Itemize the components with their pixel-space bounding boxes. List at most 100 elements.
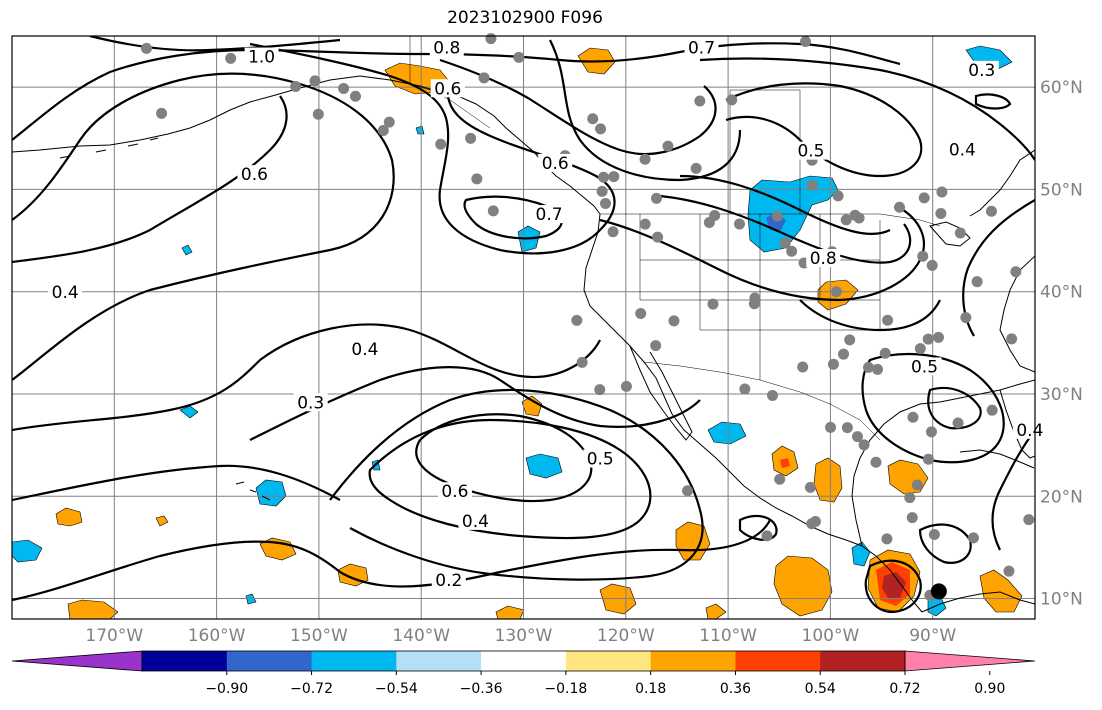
contour-label: 0.6	[542, 154, 569, 174]
station-dot	[960, 312, 972, 324]
colorbar-tick-label: 0.18	[635, 681, 666, 697]
colorbar-tick-label: −0.36	[460, 681, 503, 697]
station-dot	[932, 331, 944, 343]
contour-line	[89, 36, 341, 52]
na-west-coast	[583, 213, 923, 613]
station-dot	[639, 218, 651, 230]
station-dot	[596, 185, 608, 197]
longitude-tick-label: 100°W	[802, 626, 860, 646]
contour-label: 0.6	[241, 165, 268, 185]
contour-label-background	[684, 38, 719, 57]
contour-line	[864, 559, 922, 614]
station-dot	[849, 209, 861, 221]
contour-line	[12, 323, 601, 432]
contour-line	[725, 82, 923, 178]
colorbar-extend-high	[904, 650, 1036, 672]
contour-line	[738, 514, 778, 541]
shade-negative	[415, 125, 425, 135]
station-dot	[928, 529, 940, 541]
station-dot	[595, 123, 607, 135]
colorbar-tick-label: 0.90	[974, 681, 1005, 697]
colorbar-tick-label: −0.18	[544, 681, 587, 697]
shade-negative	[707, 421, 747, 445]
station-dot	[840, 214, 852, 226]
contour-label: 0.8	[810, 249, 837, 269]
contour-label-background	[48, 282, 83, 301]
contour-line	[927, 386, 982, 430]
contour-label-background	[431, 571, 466, 590]
longitude-tick-label: 110°W	[699, 626, 757, 646]
shade-positive	[705, 603, 727, 619]
colorbar-segment	[820, 651, 906, 671]
longitude-tick-label: 170°W	[85, 626, 143, 646]
station-dot	[766, 389, 778, 401]
station-dot	[936, 186, 948, 198]
cuba	[959, 449, 1035, 469]
station-dot	[882, 314, 894, 326]
latitude-tick-label: 30°N	[1040, 385, 1083, 405]
shade-negative	[12, 539, 43, 563]
contour-lines	[12, 36, 1035, 614]
contour-label: 0.3	[297, 393, 324, 413]
contour-label: 0.3	[968, 61, 995, 81]
shade-negative	[181, 244, 193, 256]
station-dot	[771, 210, 783, 222]
station-markers	[140, 33, 1035, 601]
station-dot	[1003, 565, 1015, 577]
contour-label-background	[583, 449, 618, 468]
station-dot	[914, 343, 926, 355]
shade-positive	[521, 395, 543, 417]
station-dot	[377, 124, 389, 136]
contour-line	[962, 199, 1035, 337]
colorbar-outline	[141, 650, 906, 672]
contour-label: 0.6	[434, 79, 461, 99]
station-dot	[726, 94, 738, 106]
station-dot	[733, 218, 745, 230]
station-dot	[739, 383, 751, 395]
station-dot	[635, 307, 647, 319]
station-dot	[652, 231, 664, 243]
latitude-tick-label: 10°N	[1040, 590, 1083, 610]
station-dot	[918, 192, 930, 204]
station-dot	[858, 439, 870, 451]
station-dot	[651, 192, 663, 204]
contour-label-background	[437, 482, 472, 501]
contour-label: 0.7	[536, 205, 563, 225]
shaded-anomaly-layer	[12, 45, 1023, 619]
station-dot	[690, 162, 702, 174]
storm-center-marker	[930, 583, 947, 600]
station-dot	[838, 348, 850, 360]
hudson-bay	[969, 149, 1035, 217]
station-dot	[881, 533, 893, 545]
station-dot	[682, 485, 694, 497]
contour-line	[368, 418, 652, 540]
contour-label: 0.8	[433, 38, 460, 58]
contour-line	[679, 174, 891, 235]
contour-label: 0.2	[435, 571, 462, 591]
contour-label: 0.5	[911, 357, 938, 377]
station-dot	[309, 75, 321, 87]
shade-positive	[773, 555, 833, 617]
station-dot	[607, 226, 619, 238]
colorbar-segment	[565, 651, 652, 671]
station-dot	[841, 422, 853, 434]
station-dot	[435, 138, 447, 150]
station-dot	[338, 82, 350, 94]
colorbar-tick-label: 0.54	[805, 681, 836, 697]
station-dot	[471, 173, 483, 185]
contour-label: 0.5	[587, 450, 614, 470]
colorbar: −0.90 −0.72 −0.54 −0.36 −0.18 0.18 0.36 0.54 0.7…	[11, 650, 1036, 697]
longitude-tick-labels: 170°W 160°W 150°W 140°W 130°W 120°W 110°W 100°W…	[85, 626, 956, 646]
contour-label-background	[1012, 420, 1047, 439]
station-dot	[156, 107, 168, 119]
station-dot	[571, 314, 583, 326]
contour-label: 0.5	[797, 142, 824, 162]
central-america	[921, 591, 1035, 613]
station-dot	[587, 113, 599, 125]
station-dot	[774, 473, 786, 485]
contour-label: 0.4	[52, 283, 79, 303]
contour-labels: 1.0 0.8 0.6 0.7 0.3 0.4 0.5 0.6 0.6 0.7 0.8 0.4 0.4 0…	[48, 38, 1047, 591]
latitude-tick-label: 60°N	[1040, 78, 1083, 98]
contour-line	[12, 42, 901, 141]
contour-line	[918, 523, 972, 564]
